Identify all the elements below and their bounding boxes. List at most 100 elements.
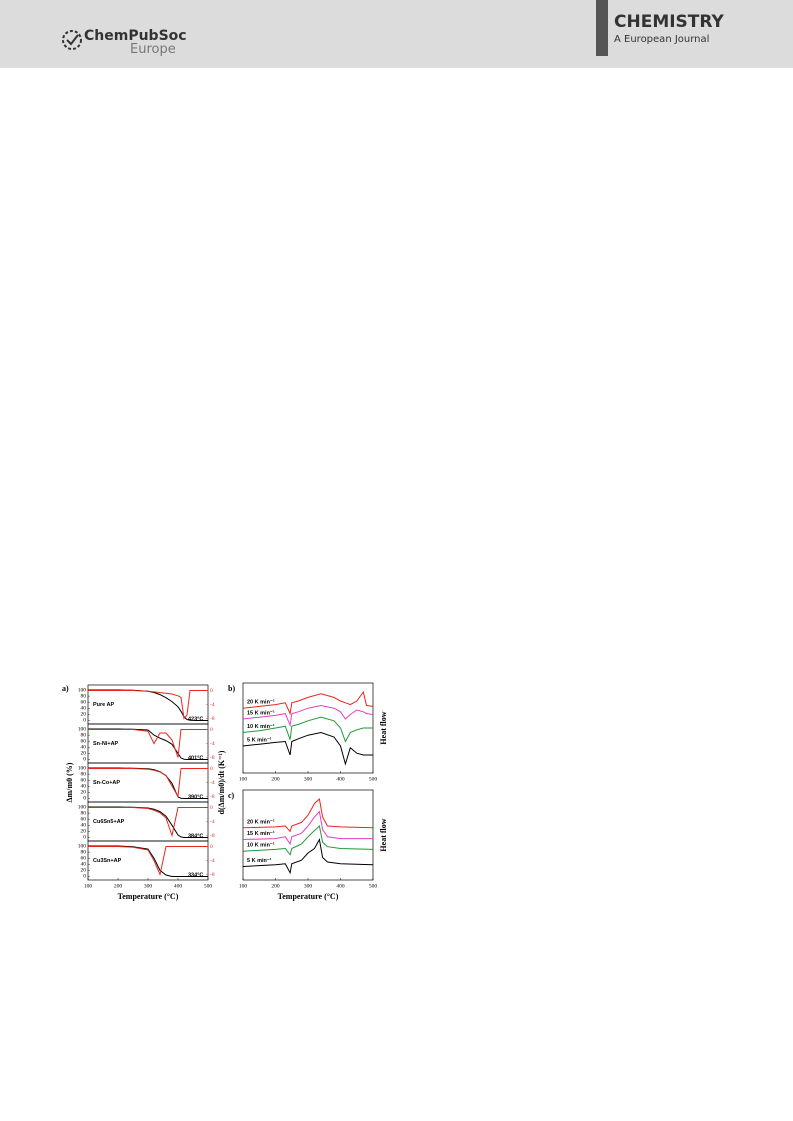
legend-label: 15 K min⁻¹ — [247, 709, 275, 716]
y2-tick-label: 0 — [210, 727, 213, 733]
y-tick-label: 20 — [81, 868, 87, 874]
peak-annotation: 401°C — [188, 755, 203, 761]
y-tick-label: 40 — [81, 706, 87, 712]
y-tick-label: 80 — [81, 732, 87, 738]
y2-tick-label: -4 — [210, 819, 215, 825]
peak-annotation: 384°C — [188, 833, 203, 839]
y-tick-label: 60 — [81, 855, 87, 861]
x-axis-label: Temperature (°C) — [118, 892, 179, 901]
brand: ChemPubSoc — [84, 28, 187, 44]
logo-check — [66, 34, 79, 46]
y2-tick-label: -8 — [210, 755, 215, 761]
data-line — [242, 810, 373, 846]
data-line — [88, 845, 208, 877]
subplot-label: Sn-Ni+AP — [93, 741, 119, 747]
y-axis-label: Heat flow — [379, 818, 388, 851]
x-tick-label: 100 — [239, 776, 248, 782]
legend-label: 5 K min⁻¹ — [247, 857, 272, 864]
x-tick-label: 400 — [336, 776, 345, 782]
y-tick-label: 40 — [81, 823, 87, 829]
x-tick-label: 500 — [369, 776, 378, 782]
data-line — [242, 838, 374, 875]
y-tick-label: 80 — [81, 693, 87, 699]
y-tick-label: 80 — [81, 810, 87, 816]
data-line — [88, 768, 208, 799]
y-tick-label: 100 — [78, 804, 87, 810]
y-tick-label: 40 — [81, 784, 87, 790]
brand-sub: Europe — [130, 42, 176, 57]
y-tick-label: 60 — [81, 816, 87, 822]
subplot-label: Cu3Sn+AP — [93, 858, 122, 864]
x-tick-label: 300 — [304, 883, 313, 889]
panel-label: c) — [228, 791, 235, 800]
peak-annotation: 390°C — [188, 794, 203, 800]
data-line — [242, 704, 374, 728]
journal-sub: A European Journal — [614, 34, 709, 45]
journal-title: CHEMISTRY — [614, 12, 725, 32]
y2-tick-label: 0 — [210, 766, 213, 772]
subplot-label: Cu6Sn5+AP — [93, 819, 125, 825]
y-tick-label: 0 — [83, 757, 86, 763]
x-tick-label: 100 — [239, 883, 248, 889]
y-tick-label: 20 — [81, 712, 87, 718]
y-tick-label: 40 — [81, 862, 87, 868]
panel-label: a) — [62, 684, 69, 693]
data-line — [88, 690, 208, 720]
legend-label: 5 K min⁻¹ — [247, 736, 272, 743]
subplot-label: Sn-Co+AP — [93, 780, 120, 786]
y-tick-label: 60 — [81, 699, 87, 705]
data-line — [242, 690, 374, 716]
x-tick-label: 300 — [304, 776, 313, 782]
y2-tick-label: -4 — [210, 702, 215, 708]
x-tick-label: 200 — [114, 883, 123, 889]
y-tick-label: 0 — [83, 718, 86, 724]
y-tick-label: 0 — [83, 835, 86, 841]
y-tick-label: 0 — [83, 796, 86, 802]
y-tick-label: 100 — [78, 687, 87, 693]
data-line — [242, 716, 373, 743]
x-axis-label: Temperature (°C) — [278, 892, 339, 901]
y-tick-label: 100 — [78, 765, 87, 771]
y-tick-label: 0 — [83, 874, 86, 880]
y-tick-label: 60 — [81, 777, 87, 783]
data-line — [242, 825, 374, 856]
legend-label: 10 K min⁻¹ — [247, 723, 275, 730]
y2-tick-label: 0 — [210, 688, 213, 694]
x-tick-label: 400 — [174, 883, 183, 889]
y2-axis-label: d(Δm/m0)/dt (K⁻¹) — [217, 750, 226, 814]
y-axis-label: Heat flow — [379, 711, 388, 744]
x-tick-label: 500 — [204, 883, 213, 889]
y-tick-label: 20 — [81, 751, 87, 757]
data-line — [88, 728, 208, 760]
peak-annotation: 334°C — [188, 872, 203, 878]
y-tick-label: 20 — [81, 790, 87, 796]
data-line — [242, 731, 373, 766]
x-tick-label: 100 — [84, 883, 93, 889]
x-tick-label: 200 — [271, 883, 280, 889]
y-tick-label: 100 — [78, 726, 87, 732]
y2-tick-label: -8 — [210, 833, 215, 839]
x-tick-label: 500 — [369, 883, 378, 889]
x-tick-label: 200 — [271, 776, 280, 782]
y-tick-label: 60 — [81, 738, 87, 744]
x-tick-label: 300 — [144, 883, 153, 889]
y2-tick-label: -4 — [210, 741, 215, 747]
y2-tick-label: 0 — [210, 844, 213, 850]
y2-tick-label: -4 — [210, 780, 215, 786]
legend-label: 20 K min⁻¹ — [247, 818, 275, 825]
header-band — [0, 0, 793, 68]
legend-label: 15 K min⁻¹ — [247, 830, 275, 837]
logo-icon — [62, 30, 82, 50]
y-tick-label: 20 — [81, 829, 87, 835]
x-tick-label: 400 — [336, 883, 345, 889]
y-axis-label: Δm/m0 (%) — [65, 762, 74, 802]
subplot-label: Pure AP — [93, 702, 115, 708]
y2-tick-label: 0 — [210, 805, 213, 811]
y2-tick-label: -8 — [210, 716, 215, 722]
legend-label: 20 K min⁻¹ — [247, 699, 275, 706]
journal-bar — [596, 0, 608, 56]
data-line — [88, 729, 208, 758]
y-tick-label: 80 — [81, 849, 87, 855]
